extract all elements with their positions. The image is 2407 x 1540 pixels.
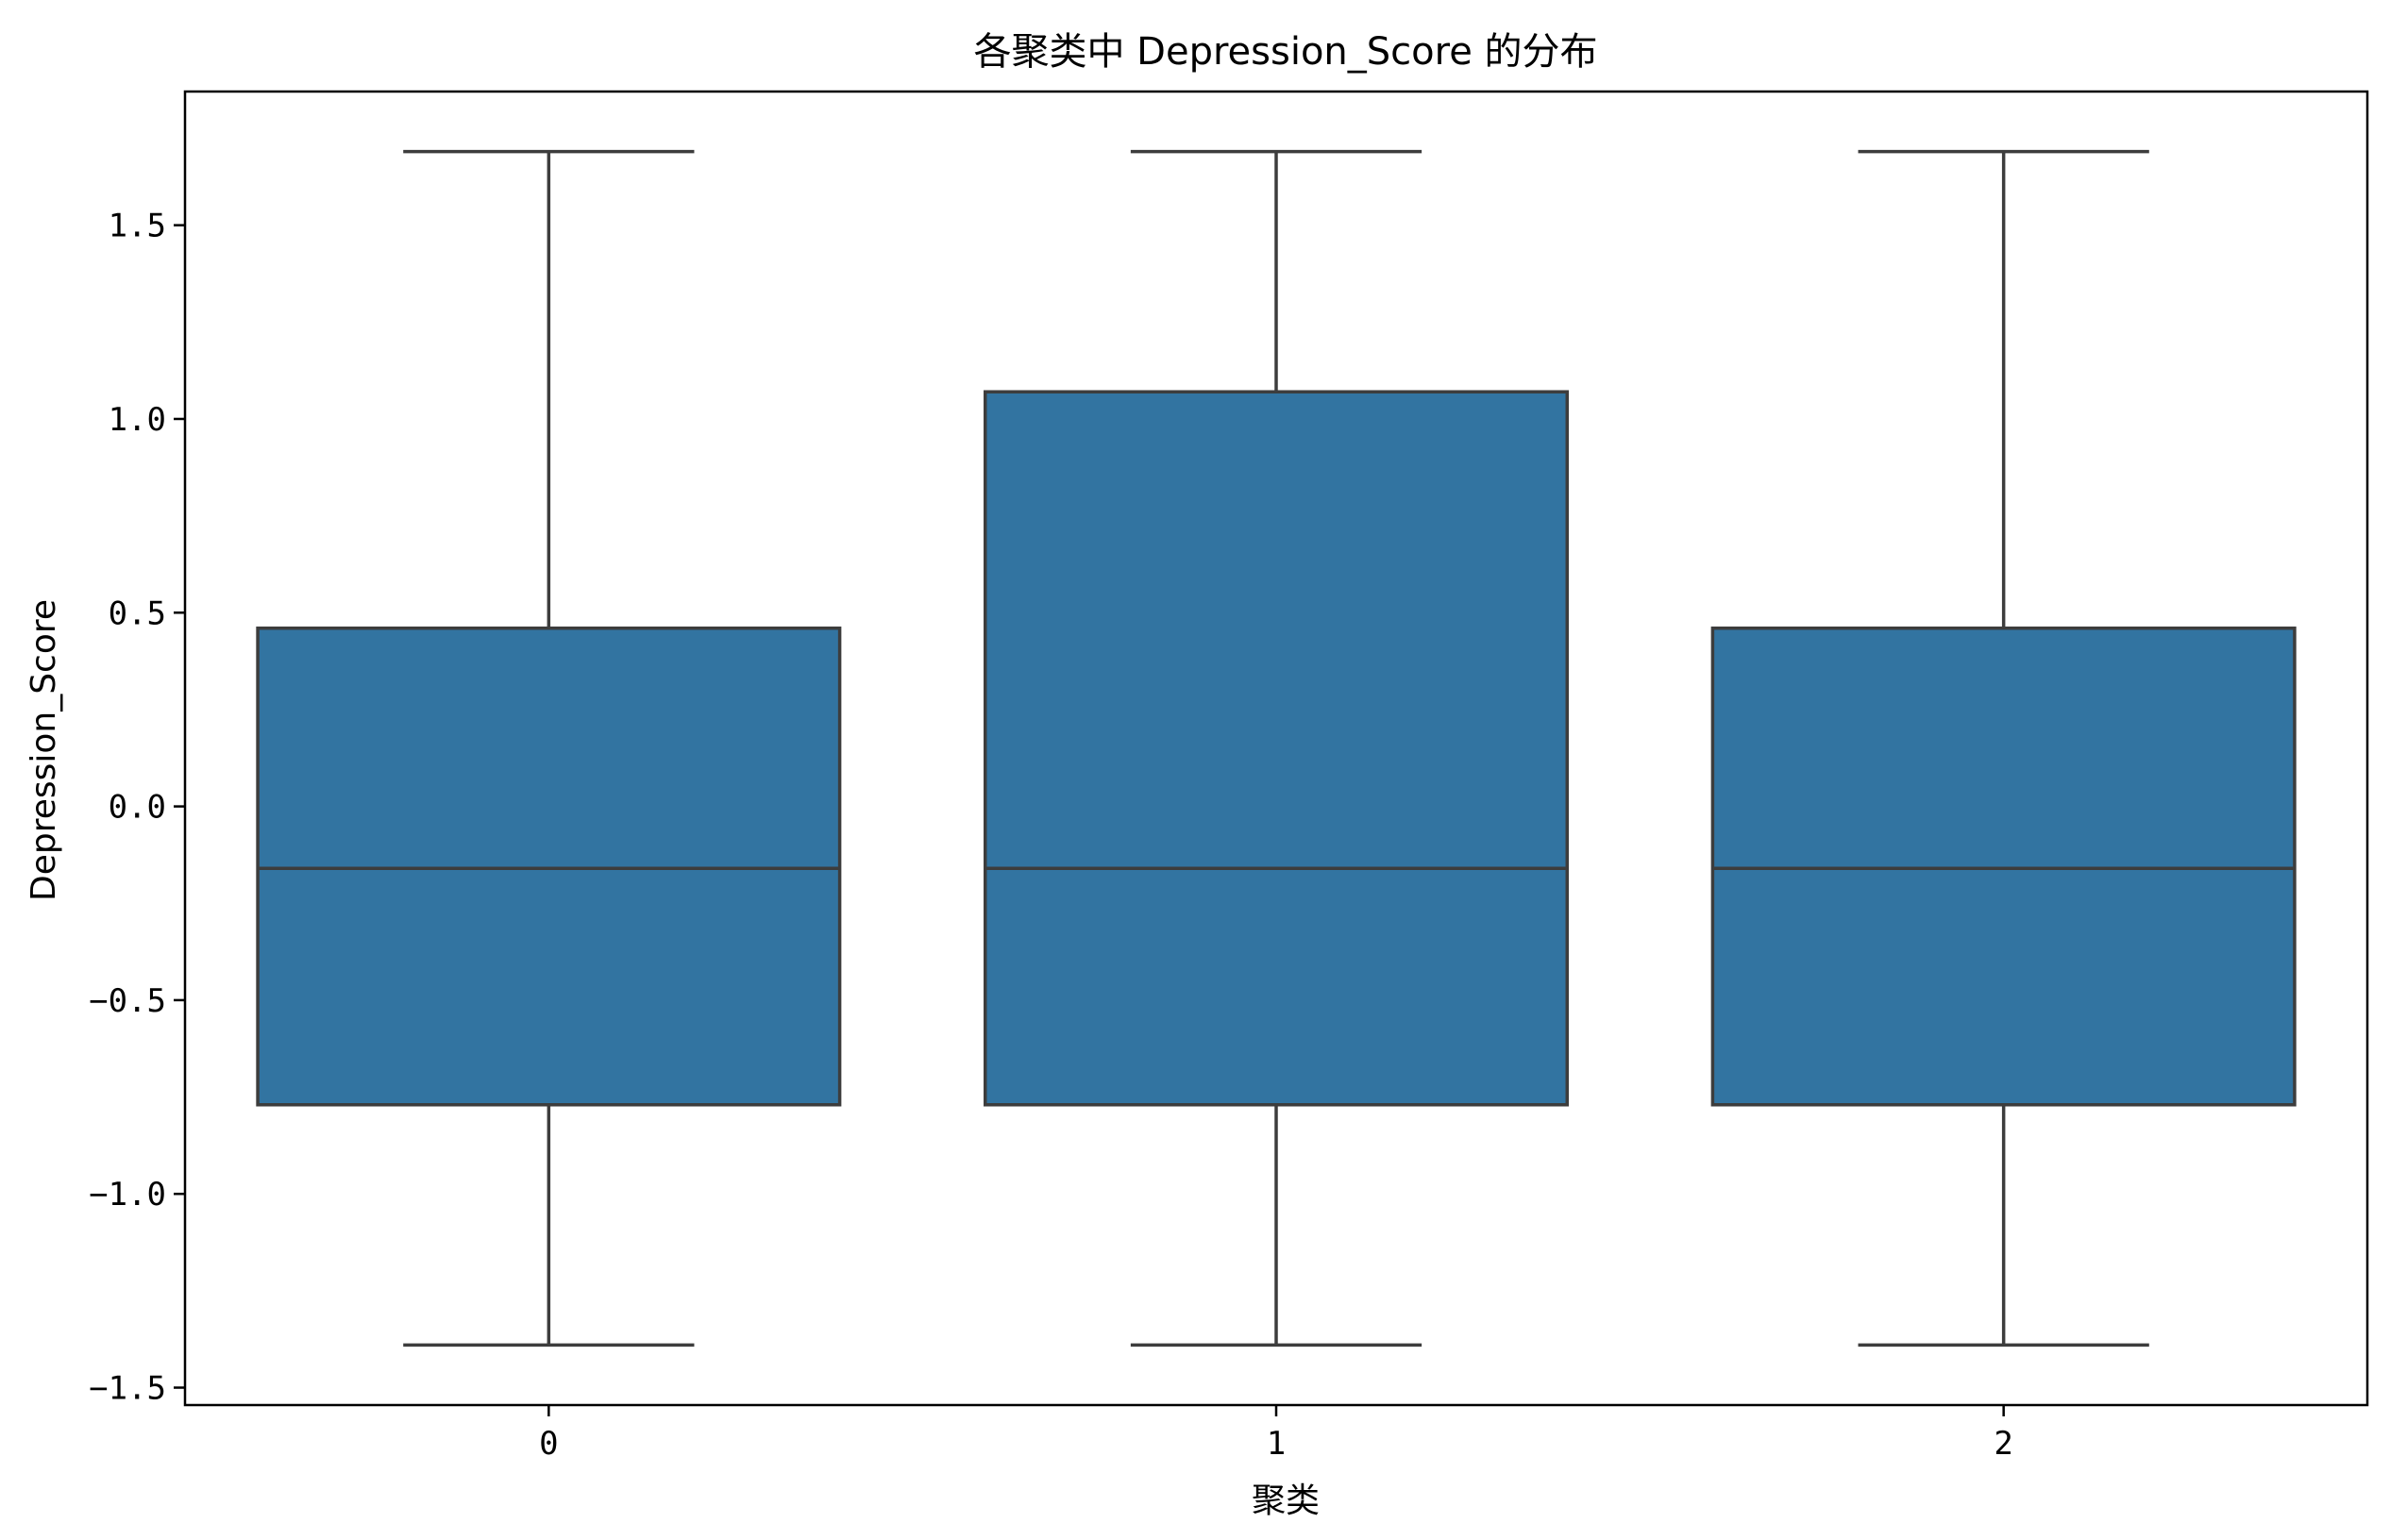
y-tick-label: 1.5	[109, 208, 166, 245]
iqr-box	[256, 626, 842, 1107]
y-tick-label: 0.5	[109, 594, 166, 632]
y-axis-label: Depression_Score	[25, 599, 63, 901]
box-cluster-0	[256, 149, 842, 1348]
x-tick-label: 0	[539, 1425, 558, 1463]
box-cluster-2	[1710, 149, 2297, 1348]
y-tick-label: −0.5	[89, 982, 166, 1020]
chart-title: 各聚类中 Depression_Score 的分布	[973, 30, 1597, 74]
y-tick-label: −1.0	[89, 1176, 166, 1214]
y-tick-label: 0.0	[109, 789, 166, 827]
y-tick-label: −1.5	[89, 1370, 166, 1408]
x-tick-label: 1	[1267, 1425, 1286, 1463]
box-cluster-1	[983, 149, 1570, 1348]
x-axis-label: 聚类	[1252, 1481, 1320, 1520]
y-tick-label: 1.0	[109, 401, 166, 439]
plot-area	[256, 149, 2297, 1348]
iqr-box	[1710, 626, 2297, 1107]
iqr-box	[983, 390, 1570, 1107]
x-tick-label: 2	[1994, 1425, 2012, 1463]
y-axis: −1.5 −1.0 −0.5 0.0 0.5 1.0 1.5	[89, 208, 185, 1408]
axes-frame	[183, 90, 2369, 1407]
x-axis: 0 1 2	[539, 1405, 2013, 1463]
